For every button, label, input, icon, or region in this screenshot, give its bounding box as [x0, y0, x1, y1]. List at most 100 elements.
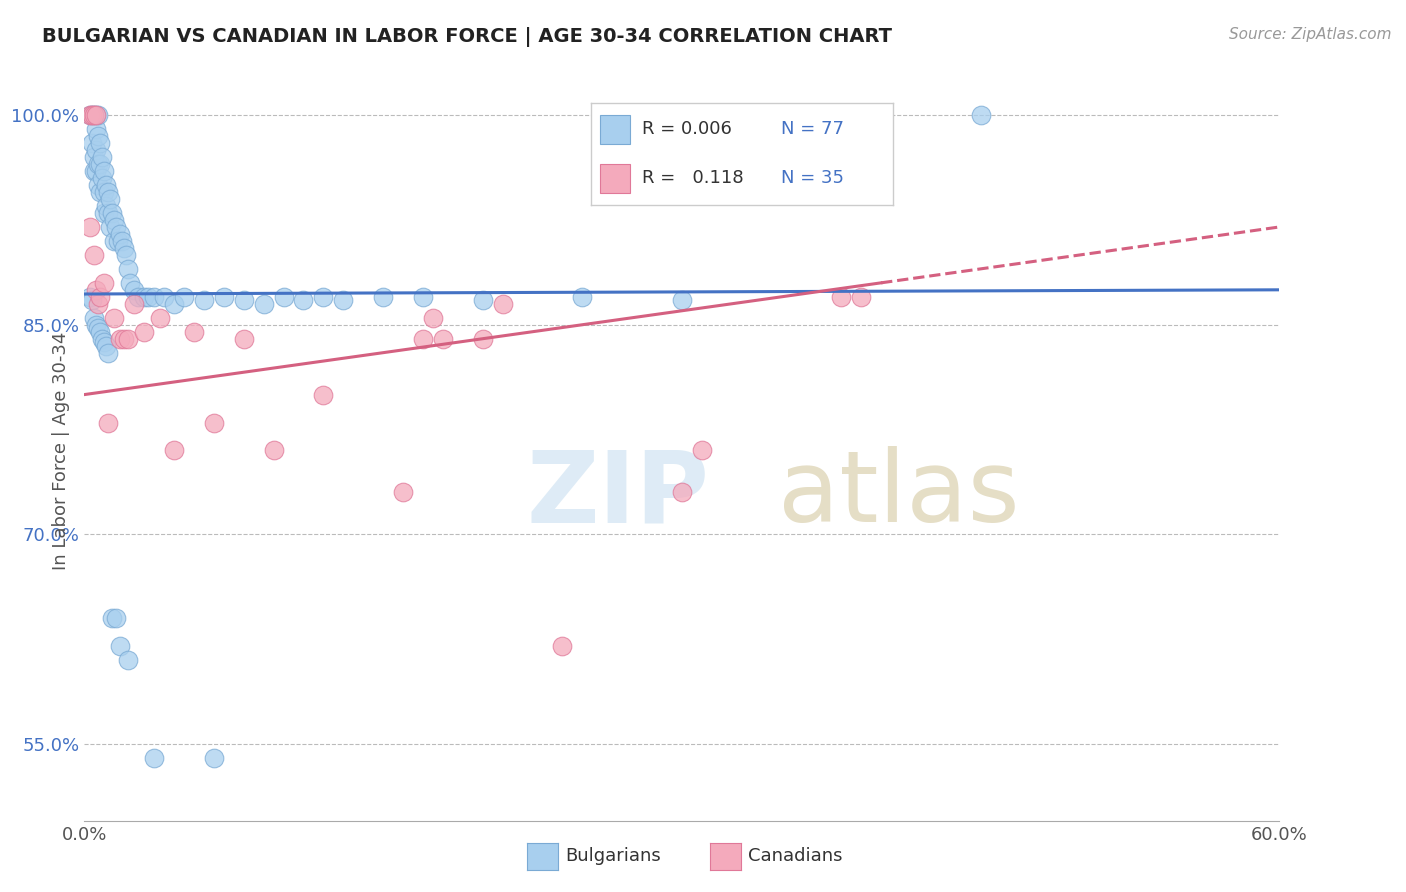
Point — [79, 290, 101, 304]
Point — [232, 293, 254, 307]
Point — [110, 332, 132, 346]
Point — [87, 297, 110, 311]
Point — [412, 332, 434, 346]
Point — [117, 332, 139, 346]
Text: atlas: atlas — [778, 446, 1019, 543]
Point — [132, 325, 156, 339]
Point — [98, 219, 121, 234]
Point — [122, 297, 145, 311]
Point — [671, 485, 693, 500]
Point — [86, 164, 108, 178]
Point — [132, 290, 156, 304]
Point — [112, 332, 135, 346]
Point — [89, 325, 111, 339]
Point — [96, 199, 118, 213]
Point — [232, 332, 254, 346]
Point — [82, 293, 104, 307]
Point — [103, 310, 125, 325]
Point — [86, 283, 108, 297]
Point — [103, 213, 125, 227]
Point — [107, 234, 129, 248]
Point — [89, 157, 111, 171]
Point — [492, 297, 515, 311]
Point — [163, 443, 186, 458]
Text: N = 77: N = 77 — [780, 120, 844, 138]
Point — [163, 297, 186, 311]
Point — [91, 332, 114, 346]
Point — [671, 293, 693, 307]
Point — [183, 325, 205, 339]
Point — [96, 178, 118, 192]
Point — [97, 185, 120, 199]
Bar — [599, 164, 630, 193]
Text: Canadians: Canadians — [748, 847, 842, 865]
Point — [153, 290, 176, 304]
Point — [117, 261, 139, 276]
Point — [117, 653, 139, 667]
Point — [83, 108, 105, 122]
Point — [120, 276, 142, 290]
Point — [91, 150, 114, 164]
Point — [212, 290, 235, 304]
Point — [143, 751, 166, 765]
Point — [422, 310, 444, 325]
Point — [87, 178, 110, 192]
Point — [93, 206, 115, 220]
Point — [89, 290, 111, 304]
Point — [101, 206, 124, 220]
Point — [93, 276, 115, 290]
Point — [105, 219, 128, 234]
Point — [202, 416, 225, 430]
Text: N = 35: N = 35 — [780, 169, 844, 187]
Point — [127, 290, 149, 304]
Point — [91, 171, 114, 186]
Point — [101, 611, 124, 625]
Point — [86, 318, 108, 332]
Point — [82, 108, 104, 122]
Point — [471, 332, 494, 346]
Point — [93, 185, 115, 199]
Bar — [599, 115, 630, 144]
Point — [93, 334, 115, 349]
Point — [970, 108, 993, 122]
Text: ZIP: ZIP — [527, 446, 710, 543]
Point — [173, 290, 195, 304]
Point — [97, 206, 120, 220]
Point — [79, 108, 101, 122]
Point — [97, 416, 120, 430]
Point — [292, 293, 315, 307]
Point — [83, 248, 105, 262]
Text: Bulgarians: Bulgarians — [565, 847, 661, 865]
Point — [97, 345, 120, 359]
Point — [432, 332, 454, 346]
Point — [98, 192, 121, 206]
Point — [571, 290, 593, 304]
Point — [143, 290, 166, 304]
Point — [412, 290, 434, 304]
Point — [312, 387, 335, 401]
Point — [82, 108, 104, 122]
Text: R = 0.006: R = 0.006 — [643, 120, 731, 138]
Point — [471, 293, 494, 307]
Point — [115, 248, 138, 262]
Point — [105, 611, 128, 625]
Point — [193, 293, 215, 307]
Point — [273, 290, 295, 304]
Point — [202, 751, 225, 765]
Point — [103, 234, 125, 248]
Point — [86, 143, 108, 157]
Point — [253, 297, 276, 311]
Point — [373, 290, 395, 304]
Point — [87, 108, 110, 122]
Text: R =   0.118: R = 0.118 — [643, 169, 744, 187]
Point — [392, 485, 415, 500]
Point — [83, 150, 105, 164]
Point — [851, 290, 873, 304]
Point — [110, 227, 132, 241]
Point — [111, 234, 134, 248]
Point — [82, 136, 104, 150]
Point — [83, 310, 105, 325]
Point — [96, 339, 118, 353]
Point — [83, 108, 105, 122]
Point — [110, 639, 132, 653]
